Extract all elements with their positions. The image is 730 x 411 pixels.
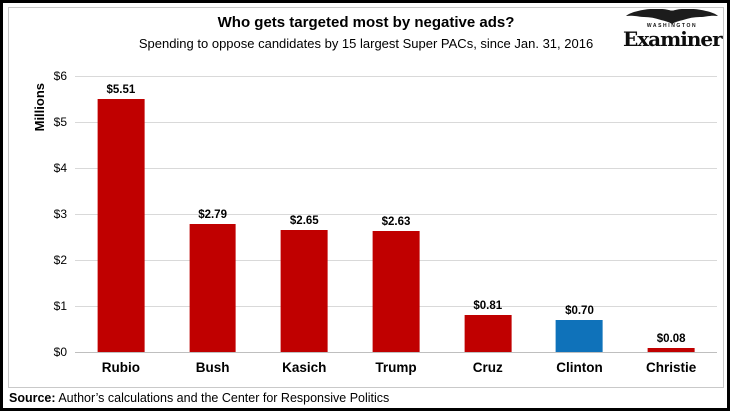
category-label: Kasich [282,360,327,375]
bar-bush [189,223,236,352]
bar-value-label: $2.79 [198,208,227,221]
bar-slot-trump: $2.63 Trump [350,76,442,375]
source-label: Source: [9,391,56,405]
chart-title: Who gets targeted most by negative ads? [217,14,515,31]
source-text: Author’s calculations and the Center for… [55,391,390,405]
bar-slot-kasich: $2.65 Kasich [258,76,350,375]
bar-slot-rubio: $5.51 Rubio [75,76,167,375]
gridline [75,214,717,215]
logo-location-text: WASHINGTON [646,23,698,29]
category-label: Trump [375,360,417,375]
logo-name-text: Examiner [623,27,723,51]
plot-area: $5.51 Rubio $2.79 Bush $2.65 Kasich $2.63 Trump… [75,76,717,375]
bar-value-label: $0.81 [473,299,503,312]
category-label: Bush [195,360,230,375]
eagle-icon [626,9,718,24]
y-tick-label: $3 [53,207,67,221]
bar-value-label: $0.08 [656,333,686,346]
y-tick-label: $2 [53,253,67,268]
bar-slot-clinton: $0.70 Clinton [534,76,626,375]
gridline [75,168,717,170]
examiner-logo: WASHINGTON Examiner [623,9,723,51]
category-label: Rubio [101,360,140,375]
bar-value-label: $0.70 [565,304,594,317]
category-label: Christie [646,360,697,375]
bar-slot-bush: $2.79 Bush [167,76,259,375]
y-tick-label: $5 [53,115,67,129]
y-tick-label: $1 [53,299,67,314]
bar-christie [647,348,695,352]
bar-trump [372,231,420,352]
bar-slot-cruz: $0.81 Cruz [442,76,534,375]
gridline [75,122,717,123]
bar-rubio [97,98,145,352]
bar-clinton [556,319,603,352]
bar-value-label: $5.51 [106,83,136,96]
bar-value-label: $2.65 [289,215,319,228]
bar-value-label: $2.63 [381,216,411,229]
bar-cruz [464,314,512,352]
source-line: Source: Author’s calculations and the Ce… [9,391,389,405]
chart-frame: Who gets targeted most by negative ads? … [8,7,724,388]
category-label: Cruz [472,360,503,375]
gridline [75,76,717,77]
category-label: Clinton [556,360,603,375]
y-axis-ticks: $0 $1 $2 $3 $4 $5 $6 [9,69,67,359]
y-tick-label: $6 [53,69,67,83]
bar-kasich [280,230,328,352]
y-tick-label: $0 [53,345,67,359]
chart-subtitle: Spending to oppose candidates by 15 larg… [138,36,594,51]
bar-slot-christie: $0.08 Christie [625,76,717,375]
y-tick-label: $4 [53,161,67,176]
